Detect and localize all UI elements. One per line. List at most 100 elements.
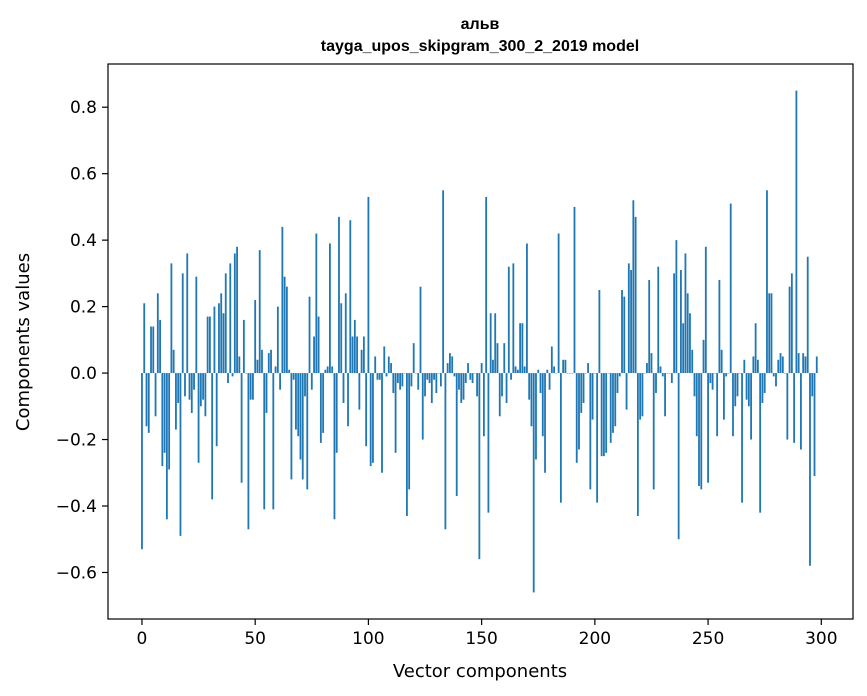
- bar: [197, 373, 200, 463]
- bar: [199, 373, 202, 407]
- bar: [188, 373, 191, 400]
- x-tick-label: 0: [137, 629, 148, 649]
- bar: [720, 349, 723, 374]
- bar: [344, 293, 347, 374]
- bar: [673, 273, 676, 374]
- bar: [546, 369, 549, 374]
- bar: [532, 373, 535, 593]
- bar: [512, 263, 515, 374]
- bar: [779, 353, 782, 374]
- bar: [646, 363, 648, 374]
- bar: [580, 373, 583, 413]
- bar: [691, 349, 694, 374]
- bar: [788, 286, 791, 374]
- bar: [501, 373, 503, 397]
- bar: [254, 299, 257, 374]
- bar: [725, 373, 728, 377]
- bar: [378, 373, 381, 380]
- bar: [333, 373, 336, 520]
- bar: [449, 353, 451, 374]
- bar: [383, 346, 386, 374]
- bar: [600, 373, 603, 457]
- bar: [505, 373, 508, 403]
- bar: [605, 373, 608, 453]
- bar: [220, 293, 223, 374]
- bar: [589, 373, 592, 490]
- bar: [485, 196, 488, 374]
- bar: [451, 356, 454, 374]
- bar: [240, 373, 243, 483]
- bar: [295, 373, 297, 430]
- bar: [492, 359, 494, 374]
- bar: [625, 373, 628, 410]
- bar: [401, 373, 404, 387]
- bar: [729, 203, 732, 374]
- bar: [775, 373, 777, 387]
- bar: [279, 373, 281, 390]
- bar: [430, 373, 433, 403]
- bar: [503, 343, 506, 374]
- bar: [446, 363, 449, 374]
- bar: [154, 373, 157, 417]
- bar: [433, 373, 435, 380]
- bar: [535, 373, 537, 460]
- bar: [802, 353, 805, 374]
- bar: [326, 366, 329, 374]
- bar: [732, 373, 734, 437]
- bar: [460, 373, 463, 403]
- bar: [521, 323, 524, 374]
- bar: [331, 366, 334, 374]
- bar: [514, 366, 517, 374]
- bar: [598, 289, 601, 374]
- bar: [664, 373, 666, 417]
- bar: [435, 373, 438, 394]
- bar: [390, 363, 392, 374]
- bar: [482, 373, 485, 437]
- bar: [793, 373, 796, 443]
- bar: [489, 313, 492, 374]
- bar: [496, 343, 499, 374]
- bar: [734, 373, 737, 407]
- bar: [550, 346, 553, 374]
- bar: [478, 373, 481, 560]
- bar: [752, 356, 755, 374]
- bar: [265, 373, 268, 413]
- bar: [650, 353, 653, 374]
- bar: [709, 373, 712, 384]
- bar: [229, 263, 232, 374]
- bar: [335, 373, 338, 453]
- bar: [231, 373, 234, 377]
- y-tick-label: 0.0: [70, 364, 97, 384]
- bar: [358, 373, 361, 410]
- bar: [179, 373, 182, 536]
- bar: [528, 373, 531, 400]
- bar: [204, 373, 207, 417]
- bar: [786, 373, 789, 440]
- bar: [591, 373, 594, 420]
- bar: [756, 359, 759, 374]
- bar: [387, 356, 390, 374]
- bar: [750, 373, 752, 440]
- y-tick-label: 0.4: [70, 231, 97, 251]
- bar: [270, 349, 272, 374]
- bar: [218, 303, 220, 374]
- bar: [487, 373, 490, 513]
- bar: [766, 190, 768, 374]
- bar: [412, 343, 415, 374]
- bar: [276, 306, 279, 374]
- bar: [222, 313, 225, 374]
- y-tick-label: 0.8: [70, 98, 97, 118]
- bar: [299, 373, 302, 460]
- bar: [544, 373, 546, 473]
- bar: [770, 293, 773, 374]
- bar: [655, 373, 657, 394]
- bar: [464, 373, 467, 384]
- x-tick-label: 100: [352, 629, 384, 649]
- bar: [747, 373, 750, 407]
- bar: [768, 293, 771, 374]
- bar: [537, 369, 540, 374]
- bar: [702, 339, 705, 374]
- bar: [704, 246, 707, 374]
- bar: [790, 273, 793, 374]
